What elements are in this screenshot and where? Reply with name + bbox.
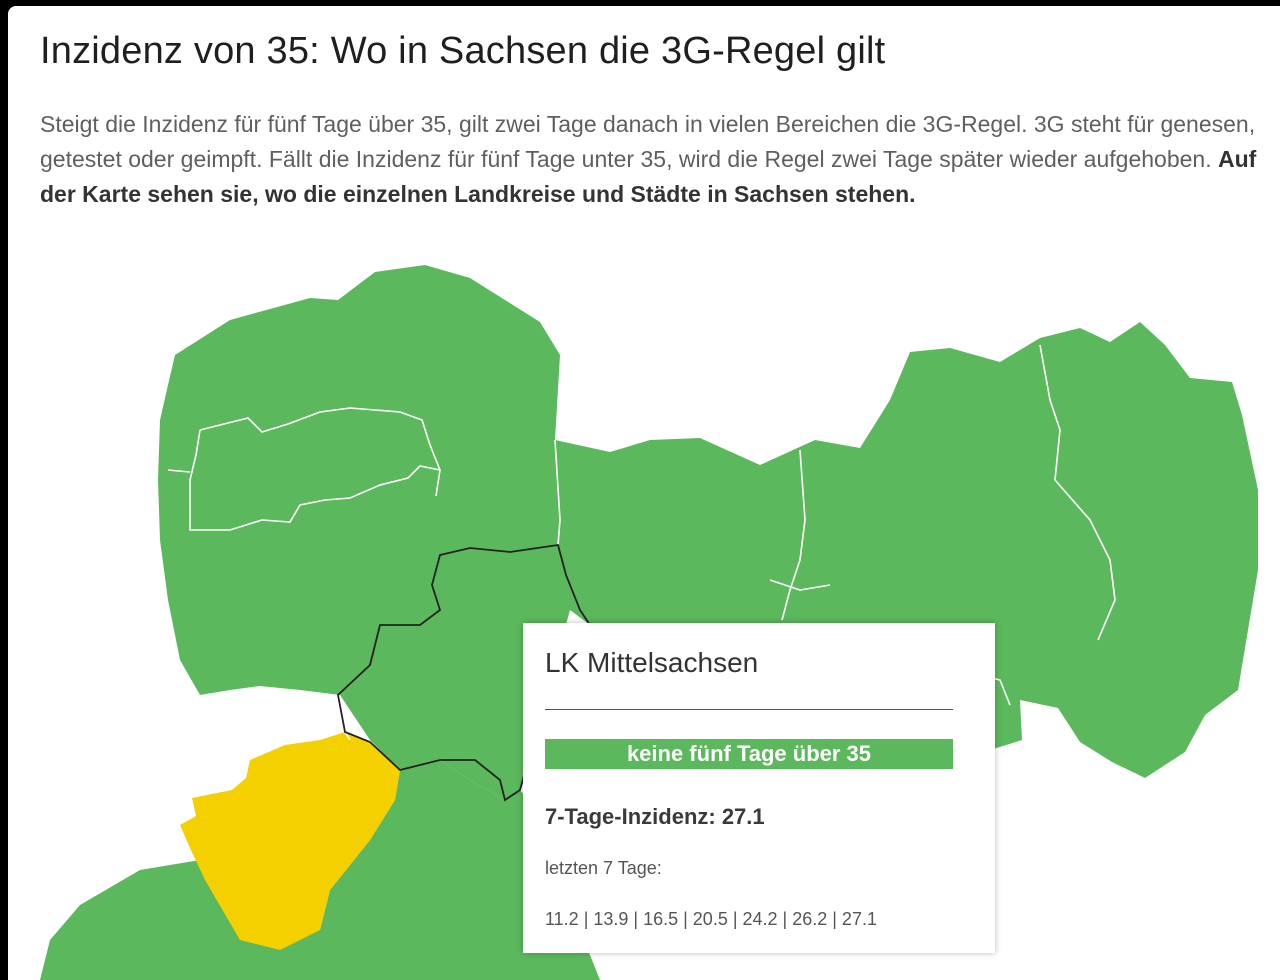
tooltip-incidence: 7-Tage-Inzidenz: 27.1 (545, 804, 765, 829)
tooltip-status-badge: keine fünf Tage über 35 (545, 739, 953, 769)
map-region-south[interactable] (40, 760, 600, 980)
region-tooltip: LK Mittelsachsen keine fünf Tage über 35… (523, 623, 995, 953)
tooltip-last-days-label: letzten 7 Tage: (545, 858, 662, 878)
tooltip-divider (545, 709, 953, 710)
intro-bold-text: Auf der Karte sehen sie, wo die einzelne… (40, 146, 1257, 207)
tooltip-last-days-values: 11.2 | 13.9 | 16.5 | 20.5 | 24.2 | 26.2 … (545, 909, 877, 929)
intro-text: Steigt die Inzidenz für fünf Tage über 3… (40, 111, 1256, 172)
map-widget: Inzidenz von 35: Wo in Sachsen die 3G-Re… (8, 6, 1280, 980)
tooltip-title: LK Mittelsachsen (545, 647, 759, 678)
page-title: Inzidenz von 35: Wo in Sachsen die 3G-Re… (40, 30, 886, 72)
map-region-yellow[interactable] (180, 732, 400, 950)
map-region-highlighted[interactable] (337, 543, 592, 802)
intro-paragraph: Steigt die Inzidenz für fünf Tage über 3… (40, 107, 1265, 212)
